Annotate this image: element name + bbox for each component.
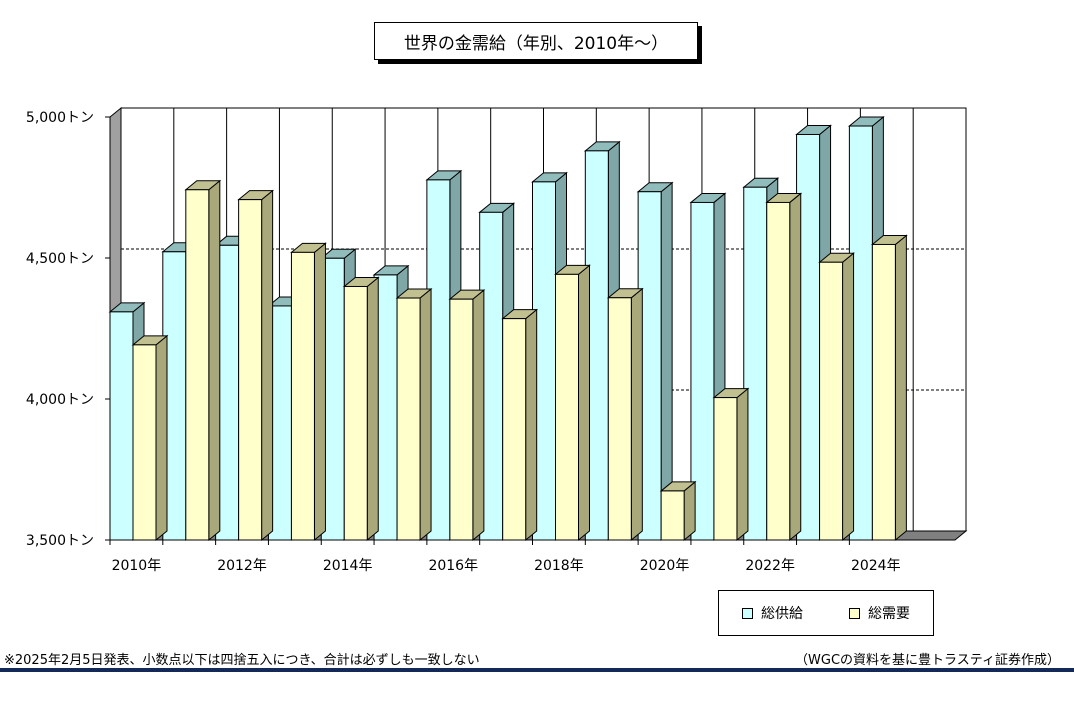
y-tick-label: 5,000トン xyxy=(26,110,94,126)
bar-side-demand xyxy=(525,308,538,542)
bar-side-demand xyxy=(894,234,907,542)
bar-demand xyxy=(185,189,210,541)
bar-supply xyxy=(109,311,134,541)
chart-legend: 総供給 総需要 xyxy=(718,590,934,636)
bar-demand xyxy=(871,243,896,541)
bar-demand xyxy=(238,199,263,541)
bar-demand xyxy=(343,285,368,541)
x-tick-label: 2016年 xyxy=(428,558,478,574)
bar-demand xyxy=(132,344,157,541)
bar-side-demand xyxy=(208,179,221,542)
x-tick-label: 2010年 xyxy=(112,558,162,574)
x-tick-label: 2020年 xyxy=(640,558,690,574)
bar-side-demand xyxy=(366,276,379,542)
bar-demand xyxy=(766,201,791,541)
bar-side-demand xyxy=(683,480,696,542)
y-tick-label: 4,500トン xyxy=(26,251,94,267)
bar-side-demand xyxy=(630,287,643,542)
chart-title: 世界の金需給（年別、2010年～） xyxy=(374,22,698,60)
bar-side-demand xyxy=(472,289,485,542)
x-tick-label: 2012年 xyxy=(217,558,267,574)
bar-demand xyxy=(290,251,315,541)
y-tick-label: 3,500トン xyxy=(26,533,94,549)
bar-demand xyxy=(713,397,738,541)
bar-side-demand xyxy=(419,287,432,542)
legend-item-demand: 総需要 xyxy=(849,603,910,623)
bar-side-demand xyxy=(313,242,326,542)
bar-side-demand xyxy=(842,252,855,542)
y-tick-label: 4,000トン xyxy=(26,392,94,408)
footnote: ※2025年2月5日発表、小数点以下は四捨五入につき、合計は必ずしも一致しない xyxy=(4,653,480,668)
x-tick-label: 2018年 xyxy=(534,558,584,574)
legend-swatch-demand xyxy=(849,607,860,619)
x-tick-label: 2014年 xyxy=(323,558,373,574)
bar-demand xyxy=(555,273,579,541)
bar-side-demand xyxy=(261,189,274,542)
x-tick-label: 2024年 xyxy=(851,558,901,574)
bar-side-demand xyxy=(578,264,590,542)
bar-demand xyxy=(660,490,685,541)
bottom-rule xyxy=(0,668,1074,672)
legend-label-supply: 総供給 xyxy=(761,606,803,622)
bar-side-demand xyxy=(736,387,749,542)
legend-swatch-supply xyxy=(742,607,753,619)
bar-demand xyxy=(819,261,844,541)
bar-demand xyxy=(449,298,474,541)
x-tick-label: 2022年 xyxy=(745,558,795,574)
source-note: （WGCの資料を基に豊トラスティ証券作成） xyxy=(795,653,1060,668)
legend-label-demand: 総需要 xyxy=(868,606,910,622)
bar-side-demand xyxy=(789,192,802,542)
bar-demand xyxy=(502,318,527,541)
bar-demand xyxy=(396,297,421,541)
bar-side-demand xyxy=(155,334,168,542)
legend-item-supply: 総供給 xyxy=(742,603,803,623)
bar-demand xyxy=(607,297,632,541)
